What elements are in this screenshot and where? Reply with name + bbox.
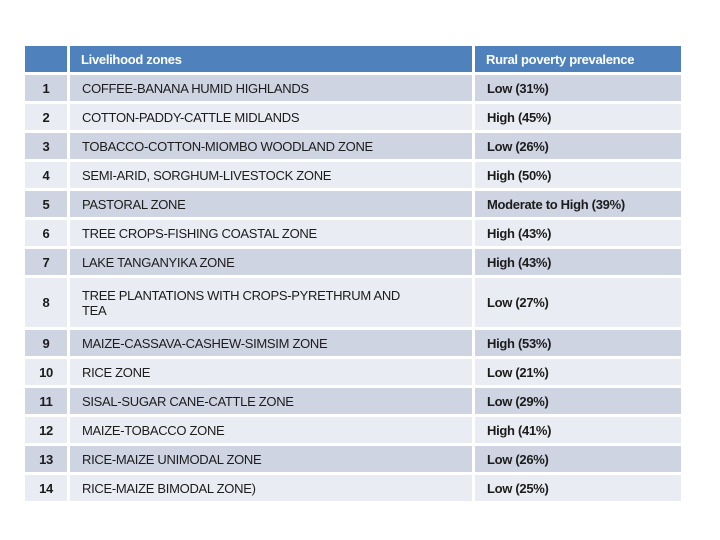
table-row: 3 TOBACCO-COTTON-MIOMBO WOODLAND ZONE Lo… bbox=[25, 133, 681, 159]
table-row: 10 RICE ZONE Low (21%) bbox=[25, 359, 681, 385]
zone-cell: PASTORAL ZONE bbox=[70, 191, 472, 217]
row-number-cell: 2 bbox=[25, 104, 67, 130]
zone-cell: LAKE TANGANYIKA ZONE bbox=[70, 249, 472, 275]
zone-cell: COTTON-PADDY-CATTLE MIDLANDS bbox=[70, 104, 472, 130]
poverty-cell: Low (31%) bbox=[475, 75, 681, 101]
table-row: 6 TREE CROPS-FISHING COASTAL ZONE High (… bbox=[25, 220, 681, 246]
zone-cell: MAIZE-TOBACCO ZONE bbox=[70, 417, 472, 443]
zone-cell: SEMI-ARID, SORGHUM-LIVESTOCK ZONE bbox=[70, 162, 472, 188]
table-row: 2 COTTON-PADDY-CATTLE MIDLANDS High (45%… bbox=[25, 104, 681, 130]
poverty-cell: High (41%) bbox=[475, 417, 681, 443]
row-number-cell: 3 bbox=[25, 133, 67, 159]
poverty-cell: High (53%) bbox=[475, 330, 681, 356]
row-number-cell: 7 bbox=[25, 249, 67, 275]
row-number-cell: 11 bbox=[25, 388, 67, 414]
poverty-cell: Low (21%) bbox=[475, 359, 681, 385]
zone-cell: MAIZE-CASSAVA-CASHEW-SIMSIM ZONE bbox=[70, 330, 472, 356]
table-row: 12 MAIZE-TOBACCO ZONE High (41%) bbox=[25, 417, 681, 443]
row-number-cell: 1 bbox=[25, 75, 67, 101]
table-row: 8 TREE PLANTATIONS WITH CROPS-PYRETHRUM … bbox=[25, 278, 681, 327]
poverty-cell: Low (27%) bbox=[475, 278, 681, 327]
zone-cell: TREE CROPS-FISHING COASTAL ZONE bbox=[70, 220, 472, 246]
table-header-row: Livelihood zones Rural poverty prevalenc… bbox=[25, 46, 681, 72]
row-number-cell: 9 bbox=[25, 330, 67, 356]
poverty-cell: Moderate to High (39%) bbox=[475, 191, 681, 217]
row-number-cell: 4 bbox=[25, 162, 67, 188]
livelihood-zones-table: Livelihood zones Rural poverty prevalenc… bbox=[22, 43, 684, 504]
zone-cell: RICE-MAIZE UNIMODAL ZONE bbox=[70, 446, 472, 472]
table-row: 1 COFFEE-BANANA HUMID HIGHLANDS Low (31%… bbox=[25, 75, 681, 101]
row-number-cell: 12 bbox=[25, 417, 67, 443]
zone-cell: SISAL-SUGAR CANE-CATTLE ZONE bbox=[70, 388, 472, 414]
table-row: 11 SISAL-SUGAR CANE-CATTLE ZONE Low (29%… bbox=[25, 388, 681, 414]
zone-cell: RICE-MAIZE BIMODAL ZONE) bbox=[70, 475, 472, 501]
table-row: 7 LAKE TANGANYIKA ZONE High (43%) bbox=[25, 249, 681, 275]
poverty-cell: Low (26%) bbox=[475, 446, 681, 472]
row-number-cell: 13 bbox=[25, 446, 67, 472]
poverty-cell: High (43%) bbox=[475, 249, 681, 275]
poverty-cell: High (50%) bbox=[475, 162, 681, 188]
poverty-cell: Low (29%) bbox=[475, 388, 681, 414]
row-number-cell: 8 bbox=[25, 278, 67, 327]
zone-cell: TOBACCO-COTTON-MIOMBO WOODLAND ZONE bbox=[70, 133, 472, 159]
header-livelihood-zones: Livelihood zones bbox=[70, 46, 472, 72]
poverty-cell: Low (25%) bbox=[475, 475, 681, 501]
poverty-cell: Low (26%) bbox=[475, 133, 681, 159]
table-row: 9 MAIZE-CASSAVA-CASHEW-SIMSIM ZONE High … bbox=[25, 330, 681, 356]
row-number-cell: 14 bbox=[25, 475, 67, 501]
table-row: 5 PASTORAL ZONE Moderate to High (39%) bbox=[25, 191, 681, 217]
table-row: 13 RICE-MAIZE UNIMODAL ZONE Low (26%) bbox=[25, 446, 681, 472]
zone-cell: RICE ZONE bbox=[70, 359, 472, 385]
zone-cell: TREE PLANTATIONS WITH CROPS-PYRETHRUM AN… bbox=[70, 278, 472, 327]
poverty-cell: High (43%) bbox=[475, 220, 681, 246]
row-number-cell: 6 bbox=[25, 220, 67, 246]
table-row: 4 SEMI-ARID, SORGHUM-LIVESTOCK ZONE High… bbox=[25, 162, 681, 188]
table-row: 14 RICE-MAIZE BIMODAL ZONE) Low (25%) bbox=[25, 475, 681, 501]
row-number-cell: 10 bbox=[25, 359, 67, 385]
poverty-cell: High (45%) bbox=[475, 104, 681, 130]
header-corner-cell bbox=[25, 46, 67, 72]
header-rural-poverty-prevalence: Rural poverty prevalence bbox=[475, 46, 681, 72]
row-number-cell: 5 bbox=[25, 191, 67, 217]
zone-cell: COFFEE-BANANA HUMID HIGHLANDS bbox=[70, 75, 472, 101]
